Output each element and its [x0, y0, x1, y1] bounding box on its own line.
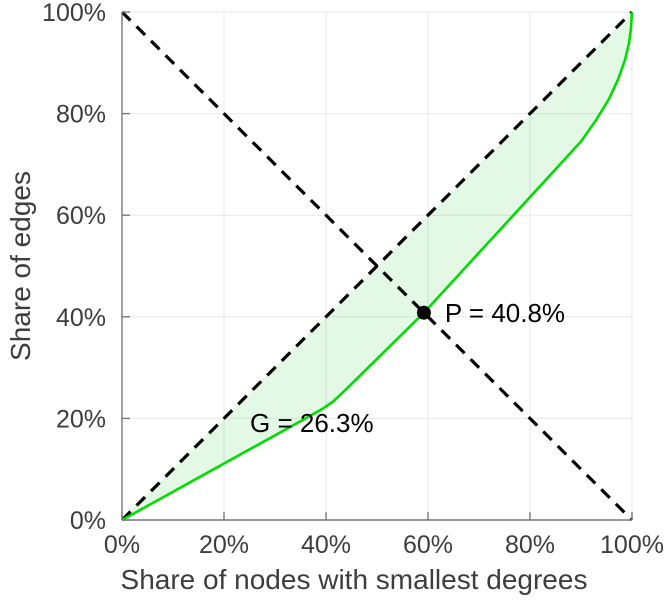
y-tick-label: 0%	[70, 507, 106, 535]
y-tick-label: 80%	[56, 101, 106, 129]
lorenz-curve-line	[121, 11, 634, 522]
grid-layer	[122, 11, 633, 520]
y-tick-label: 20%	[56, 405, 106, 433]
series-layer	[120, 10, 634, 522]
anti-diagonal-line	[120, 10, 634, 522]
p-annotation-label: P = 40.8%	[445, 298, 565, 328]
y-tick-label: 60%	[56, 202, 106, 230]
y-axis-label: Share of edges	[5, 171, 36, 361]
x-tick-label: 80%	[505, 531, 555, 559]
x-tick-label: 40%	[301, 531, 351, 559]
x-axis-label: Share of nodes with smallest degrees	[121, 564, 588, 595]
x-tick-label: 100%	[600, 531, 664, 559]
y-tick-label: 40%	[56, 304, 106, 332]
y-tick-label: 100%	[42, 0, 106, 27]
annotation-layer: P = 40.8% G = 26.3%	[250, 298, 565, 438]
g-annotation-label: G = 26.3%	[250, 408, 374, 438]
x-tick-label: 20%	[199, 531, 249, 559]
axes-layer: 0%0% 20% 20% 40% 40% 60% 60% 80% 80% 100% 100%	[42, 0, 664, 559]
p-annotation-marker	[416, 305, 431, 320]
x-tick-label: 0%	[104, 531, 140, 559]
x-tick-label: 60%	[403, 531, 453, 559]
